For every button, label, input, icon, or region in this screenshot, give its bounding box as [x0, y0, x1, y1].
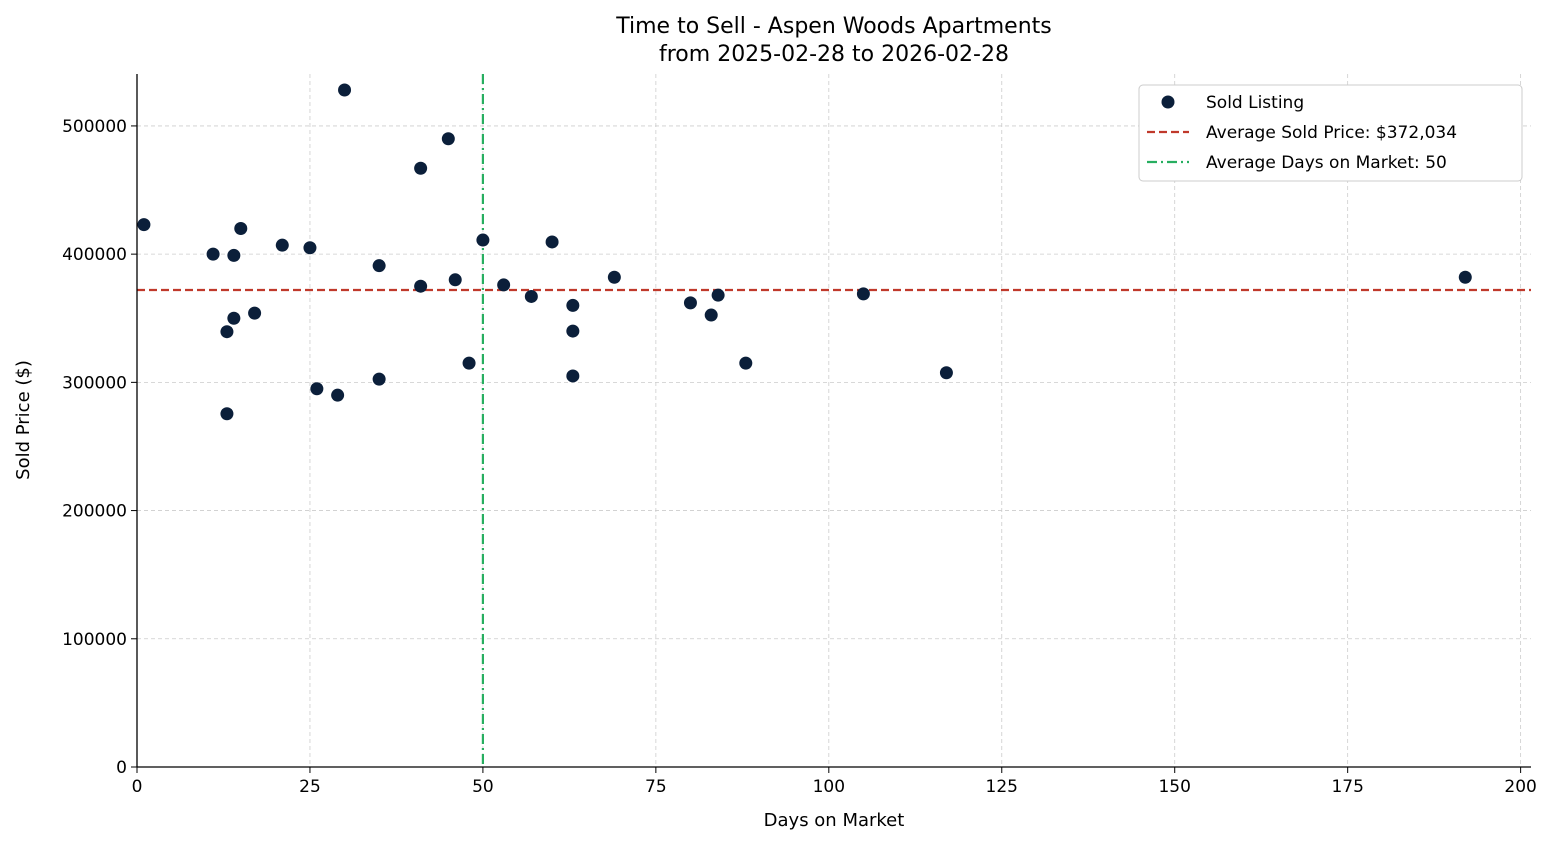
data-point [566, 324, 580, 338]
data-point [414, 279, 428, 293]
data-point [227, 248, 241, 262]
data-point [137, 218, 151, 232]
x-tick-label: 100 [813, 777, 845, 797]
data-point [220, 325, 234, 339]
chart-subtitle: from 2025-02-28 to 2026-02-28 [659, 42, 1009, 67]
x-tick-label: 200 [1504, 777, 1536, 797]
data-point [234, 221, 248, 235]
legend-box [1138, 84, 1523, 182]
data-point [206, 247, 220, 261]
data-point [497, 278, 511, 292]
data-point [566, 298, 580, 312]
y-tick-label: 300000 [62, 373, 127, 393]
legend-label: Average Days on Market: 50 [1206, 153, 1447, 173]
data-point [476, 233, 490, 247]
data-point [310, 382, 324, 396]
data-point [331, 388, 345, 402]
data-point [711, 288, 725, 302]
data-point [462, 356, 476, 370]
data-point [566, 369, 580, 383]
data-point [303, 241, 317, 255]
data-point [275, 238, 289, 252]
data-point [372, 372, 386, 386]
x-tick-label: 175 [1331, 777, 1363, 797]
data-point [739, 356, 753, 370]
y-tick-label: 400000 [62, 245, 127, 265]
legend-marker-sold [1161, 95, 1175, 109]
data-point [338, 83, 352, 97]
data-point [448, 273, 462, 287]
x-tick-label: 150 [1158, 777, 1190, 797]
x-axis-label: Days on Market [764, 810, 905, 831]
data-point [545, 235, 559, 249]
data-point [607, 270, 621, 284]
data-point [683, 296, 697, 310]
y-tick-label: 500000 [62, 117, 127, 137]
data-point [227, 311, 241, 325]
x-tick-label: 75 [645, 777, 667, 797]
y-tick-label: 200000 [62, 502, 127, 522]
data-point [939, 366, 953, 380]
data-point [372, 259, 386, 273]
data-point [220, 407, 234, 421]
data-point [856, 287, 870, 301]
y-axis-label: Sold Price ($) [13, 360, 34, 480]
data-point [248, 306, 262, 320]
x-tick-label: 0 [132, 777, 143, 797]
x-tick-label: 50 [472, 777, 494, 797]
x-tick-label: 25 [299, 777, 321, 797]
data-point [441, 132, 455, 146]
chart-title: Time to Sell - Aspen Woods Apartments [615, 14, 1051, 39]
y-tick-label: 100000 [62, 630, 127, 650]
legend-label: Average Sold Price: $372,034 [1206, 123, 1457, 143]
y-tick-label: 0 [116, 758, 127, 778]
data-point [1458, 270, 1472, 284]
legend-label: Sold Listing [1206, 93, 1304, 113]
data-point [414, 161, 428, 175]
data-point [704, 308, 718, 322]
x-tick-label: 125 [986, 777, 1018, 797]
data-point [524, 289, 538, 303]
